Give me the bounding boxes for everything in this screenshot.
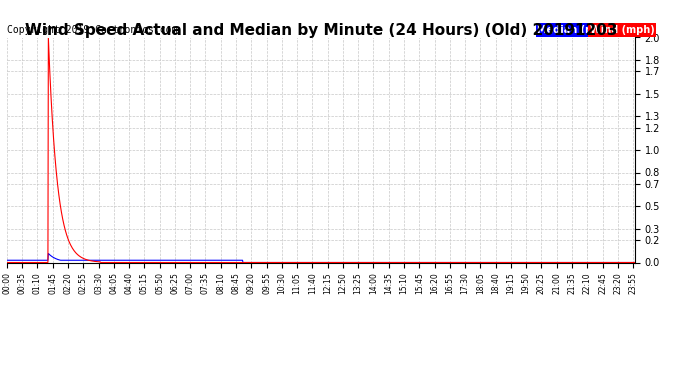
Text: Copyright 2019 Cartronics.com: Copyright 2019 Cartronics.com [7,25,177,35]
Title: Wind Speed Actual and Median by Minute (24 Hours) (Old) 20191203: Wind Speed Actual and Median by Minute (… [25,22,617,38]
Text: Median (mph): Median (mph) [538,25,614,35]
Text: Wind (mph): Wind (mph) [589,25,654,35]
